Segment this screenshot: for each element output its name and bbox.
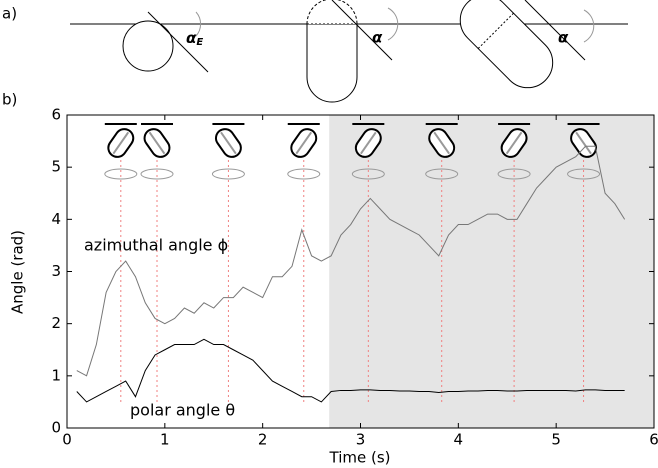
axis-icon <box>575 131 592 155</box>
axis-icon <box>360 131 377 155</box>
y-tick-label: 2 <box>51 314 61 332</box>
panel-label: b) <box>2 91 17 109</box>
shaded-region <box>329 115 654 428</box>
axis-icon <box>295 131 313 155</box>
axis-icon <box>433 131 450 155</box>
panel-label: a) <box>2 5 17 23</box>
data-line <box>76 338 625 403</box>
y-tick-label: 6 <box>51 106 61 124</box>
x-tick-label: 4 <box>454 431 464 449</box>
data-line <box>76 145 626 377</box>
orientation-icon <box>425 168 459 180</box>
angle-label: α <box>372 29 383 47</box>
orientation-icon <box>104 168 138 180</box>
x-tick-label: 2 <box>258 431 268 449</box>
capsule-cap <box>306 0 358 25</box>
orientation-icon <box>140 168 174 180</box>
tangent <box>331 0 393 61</box>
y-tick-label: 3 <box>51 262 61 280</box>
dotted-line <box>477 12 514 49</box>
x-tick-label: 6 <box>649 431 658 449</box>
series-label: polar angle θ <box>130 401 235 420</box>
x-axis-label: Time (s) <box>329 449 391 467</box>
x-tick-label: 0 <box>62 431 72 449</box>
axis-icon <box>505 131 523 155</box>
sphere <box>122 20 174 72</box>
tangent <box>147 11 209 73</box>
series-label: azimuthal angle ϕ <box>84 236 228 255</box>
y-tick-label: 5 <box>51 158 61 176</box>
axis-icon <box>148 131 166 155</box>
y-axis-label: Angle (rad) <box>9 230 27 314</box>
orientation-icon <box>497 168 531 180</box>
angle-arc <box>583 9 595 43</box>
x-tick-label: 1 <box>160 431 170 449</box>
orientation-icon <box>567 168 601 180</box>
orientation-icon <box>351 168 385 180</box>
capsule <box>459 0 554 89</box>
x-tick-label: 5 <box>551 431 561 449</box>
y-tick-label: 4 <box>51 210 61 228</box>
orientation-icon <box>211 168 245 180</box>
axis-icon <box>220 131 237 155</box>
angle-label: α <box>558 29 569 47</box>
tilted-capsule <box>459 0 554 89</box>
angle-label: αE <box>186 29 203 49</box>
y-tick-label: 0 <box>51 419 61 437</box>
orientation-icon <box>287 168 321 180</box>
angle-arc <box>195 11 202 37</box>
capsule <box>306 23 358 103</box>
plot-frame <box>66 114 655 429</box>
axis-icon <box>112 131 130 155</box>
y-tick-label: 1 <box>51 366 61 384</box>
tangent <box>524 0 586 61</box>
panel-a: a) αE α α <box>2 0 628 103</box>
x-tick-label: 3 <box>356 431 366 449</box>
angle-arc <box>387 7 399 41</box>
